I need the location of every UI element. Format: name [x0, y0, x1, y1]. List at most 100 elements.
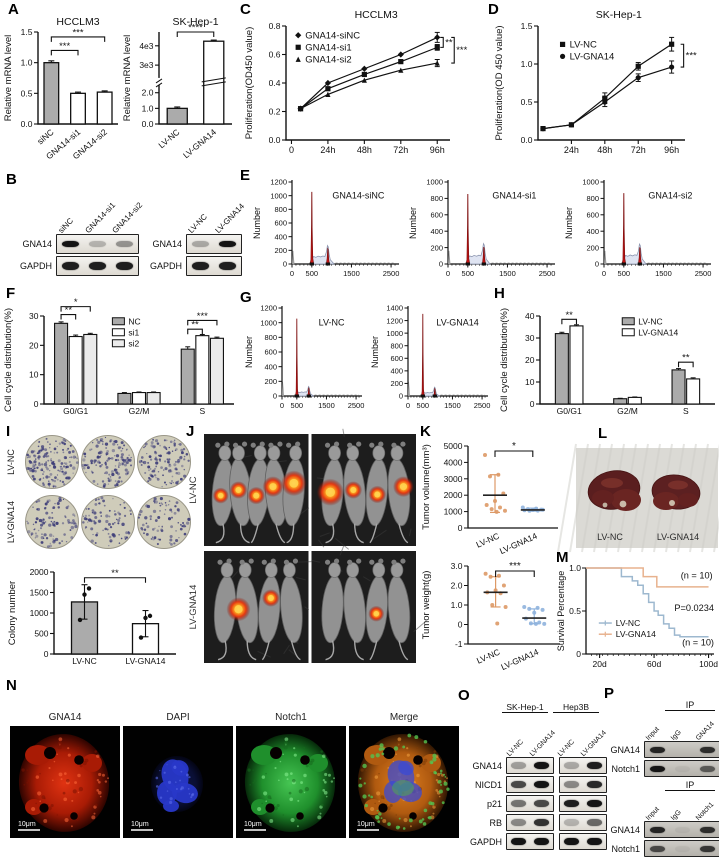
- svg-text:0: 0: [576, 649, 581, 659]
- protein-band: [564, 762, 579, 769]
- svg-text:GNA14-si2: GNA14-si2: [305, 54, 351, 65]
- svg-text:S: S: [199, 406, 205, 416]
- panel-n-if-image-merge: 10μm: [349, 726, 459, 838]
- svg-text:Proliferation(OD450 value): Proliferation(OD450 value): [244, 27, 255, 139]
- svg-text:0.6: 0.6: [269, 50, 281, 60]
- svg-text:0: 0: [280, 401, 284, 410]
- panel-label-c: C: [240, 1, 251, 18]
- blot-strip: [506, 795, 554, 813]
- svg-text:HCCLM3: HCCLM3: [355, 9, 398, 21]
- lane-label: LV-GNA14: [529, 729, 558, 759]
- svg-text:Tumor weight(g): Tumor weight(g): [421, 571, 432, 640]
- protein-band: [587, 762, 602, 769]
- svg-text:800: 800: [274, 205, 287, 214]
- svg-text:10μm: 10μm: [18, 821, 36, 828]
- svg-text:LV-NC: LV-NC: [72, 656, 96, 666]
- blot-strip: [186, 234, 242, 254]
- svg-text:NC: NC: [128, 316, 140, 326]
- svg-text:2500: 2500: [539, 269, 556, 278]
- protein-band: [699, 845, 716, 853]
- svg-text:20d: 20d: [593, 659, 607, 669]
- svg-text:0: 0: [530, 399, 535, 409]
- protein-band: [534, 781, 549, 788]
- svg-text:Colony number: Colony number: [7, 581, 18, 645]
- svg-text:0: 0: [289, 145, 294, 155]
- svg-text:LV-GNA14: LV-GNA14: [616, 629, 656, 639]
- protein-band: [534, 837, 549, 846]
- protein-label: GAPDH: [19, 261, 52, 271]
- svg-text:500: 500: [417, 401, 430, 410]
- panel-k-tumor-weight-scatter: -1 0 1.0 2.0 3.0 Tumor weight(g) LV-NCLV-GNA14…: [421, 561, 560, 673]
- svg-text:0: 0: [44, 649, 49, 659]
- blot-strip: [186, 256, 242, 276]
- blot-strip: [506, 814, 554, 832]
- svg-text:GNA14-si1: GNA14-si1: [492, 190, 536, 200]
- panel-l-liver-photo: LV-NC LV-GNA14: [557, 443, 719, 553]
- panel-k-tumor-volume-scatter: 0 1000 2000 3000 4000 5000 Tumor volume(mm³) LV…: [421, 441, 558, 557]
- panel-label-e: E: [240, 167, 251, 184]
- svg-text:0: 0: [458, 523, 463, 533]
- svg-text:500: 500: [618, 269, 631, 278]
- cell-line-header: Hep3B: [553, 702, 599, 714]
- svg-text:0: 0: [290, 269, 294, 278]
- svg-text:LV-GNA14: LV-GNA14: [499, 647, 540, 673]
- svg-text:4000: 4000: [444, 457, 463, 467]
- svg-text:600: 600: [586, 211, 599, 220]
- svg-text:1.5: 1.5: [521, 21, 533, 31]
- protein-band: [674, 826, 691, 834]
- protein-band: [587, 819, 602, 826]
- lane-label: IgG: [669, 729, 683, 743]
- svg-text:***: ***: [686, 51, 697, 62]
- svg-text:0.8: 0.8: [269, 21, 281, 31]
- svg-text:Number: Number: [564, 207, 574, 239]
- lane-label: GNA14-si1: [83, 200, 117, 235]
- panel-label-n: N: [6, 677, 17, 694]
- protein-band: [511, 781, 526, 788]
- protein-label: p21: [486, 798, 502, 809]
- panel-n-if-image-notch1: 10μm: [236, 726, 346, 838]
- lane-label: LV-NC: [506, 738, 526, 759]
- svg-text:1500: 1500: [499, 269, 516, 278]
- lane-label: Notch1: [694, 801, 716, 823]
- protein-band: [699, 765, 716, 773]
- svg-text:Cell cycle distribution(%): Cell cycle distribution(%): [3, 308, 14, 412]
- svg-text:**: **: [191, 320, 199, 331]
- protein-band: [511, 762, 526, 769]
- protein-label: GNA14: [22, 239, 52, 249]
- svg-text:2500: 2500: [348, 401, 365, 410]
- protein-band: [564, 781, 579, 788]
- svg-text:Number: Number: [370, 336, 380, 368]
- protein-band: [534, 800, 549, 807]
- svg-text:500: 500: [306, 269, 319, 278]
- lane-label: LV-GNA14: [580, 729, 609, 759]
- svg-text:Cell cycle distribution(%): Cell cycle distribution(%): [499, 308, 510, 412]
- panel-a-bar-chart-hcclm3: 0.0 0.5 1.0 1.5 Relative mRNA level HCCLM3 siN…: [3, 16, 118, 161]
- svg-text:1.5: 1.5: [21, 27, 33, 37]
- protein-band: [534, 762, 549, 769]
- svg-text:24h: 24h: [564, 145, 579, 155]
- blot-strip: [56, 234, 139, 254]
- lane-label: GNA14: [694, 720, 716, 743]
- svg-text:3.0: 3.0: [451, 561, 463, 571]
- protein-band: [587, 837, 602, 846]
- panel-label-b: B: [6, 171, 17, 188]
- svg-text:G0/G1: G0/G1: [63, 406, 88, 416]
- protein-band: [587, 800, 602, 807]
- protein-band: [192, 240, 209, 248]
- svg-text:20: 20: [29, 340, 39, 350]
- svg-text:48h: 48h: [357, 145, 372, 155]
- protein-band: [674, 845, 691, 853]
- svg-text:GNA14-siNC: GNA14-siNC: [305, 30, 360, 41]
- svg-text:96h: 96h: [664, 145, 679, 155]
- panel-n-if-image-gna14: 10μm: [10, 726, 120, 838]
- panel-e-flow-histogram-sinc: 0 200 400 600 800 1000 1200 0 500 1500 2500 Number G…: [252, 178, 399, 278]
- svg-text:1000: 1000: [426, 178, 443, 187]
- svg-text:LV-GNA14: LV-GNA14: [498, 531, 539, 557]
- svg-text:1400: 1400: [386, 304, 403, 313]
- svg-text:1000: 1000: [386, 329, 403, 338]
- svg-text:*: *: [512, 441, 516, 452]
- blot-strip: [644, 760, 719, 778]
- lane-label: Input: [644, 726, 661, 743]
- protein-band: [564, 800, 579, 807]
